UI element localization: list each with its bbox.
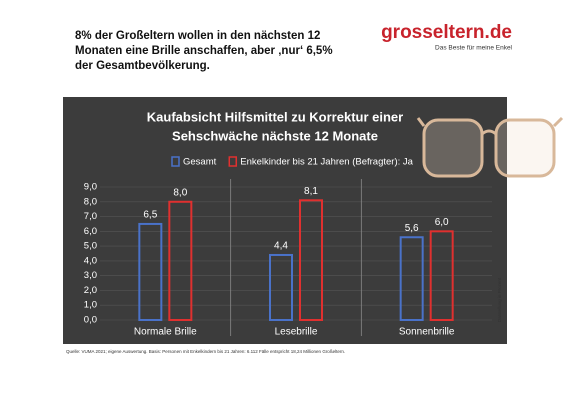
y-tick-label: 6,0 xyxy=(84,226,97,237)
y-tick-label: 5,0 xyxy=(84,241,97,252)
bar xyxy=(399,236,424,321)
headline: der Gesamtbevölkerung. xyxy=(75,60,210,72)
side-note: Darstellung in Prozent xyxy=(497,277,502,322)
value-label: 8,1 xyxy=(304,186,318,197)
chart-background xyxy=(63,97,507,344)
source-note: Quelle: VUMA 2021; eigene Auswertung. Ba… xyxy=(66,349,345,354)
x-tick-label: Sonnenbrille xyxy=(399,327,455,338)
value-label: 6,5 xyxy=(143,210,157,221)
legend-label: Gesamt xyxy=(183,157,217,168)
y-tick-label: 2,0 xyxy=(84,285,97,296)
bar xyxy=(269,253,293,322)
bar xyxy=(299,199,323,321)
value-label: 5,6 xyxy=(405,223,419,234)
x-tick-label: Normale Brille xyxy=(134,327,197,338)
legend-label: Enkelkinder bis 21 Jahren (Befragter): J… xyxy=(240,157,413,168)
headline: Monaten eine Brille anschaffen, aber ‚nu… xyxy=(75,45,333,57)
x-tick-label: Lesebrille xyxy=(275,327,318,338)
value-label: 4,4 xyxy=(274,241,288,252)
y-tick-label: 9,0 xyxy=(84,182,97,193)
bar xyxy=(138,222,163,321)
y-tick-label: 8,0 xyxy=(84,196,97,207)
y-tick-label: 1,0 xyxy=(84,300,97,311)
bar xyxy=(429,230,454,321)
headline: 8% der Großeltern wollen in den nächsten… xyxy=(75,30,320,42)
legend-swatch xyxy=(171,156,180,167)
value-label: 8,0 xyxy=(173,187,187,198)
bar xyxy=(168,200,193,321)
chart-title: Kaufabsicht Hilfsmittel zu Korrektur ein… xyxy=(147,109,403,124)
y-tick-label: 0,0 xyxy=(84,315,97,326)
y-tick-label: 4,0 xyxy=(84,255,97,266)
y-tick-label: 3,0 xyxy=(84,270,97,281)
glasses xyxy=(416,116,564,178)
logo-tagline: Das Beste für meine Enkel xyxy=(435,45,513,52)
logo[interactable]: grosseltern.de xyxy=(381,22,512,43)
value-label: 6,0 xyxy=(435,217,449,228)
chart-title: Sehschwäche nächste 12 Monate xyxy=(172,128,378,143)
y-tick-label: 7,0 xyxy=(84,211,97,222)
legend-swatch xyxy=(228,156,238,167)
